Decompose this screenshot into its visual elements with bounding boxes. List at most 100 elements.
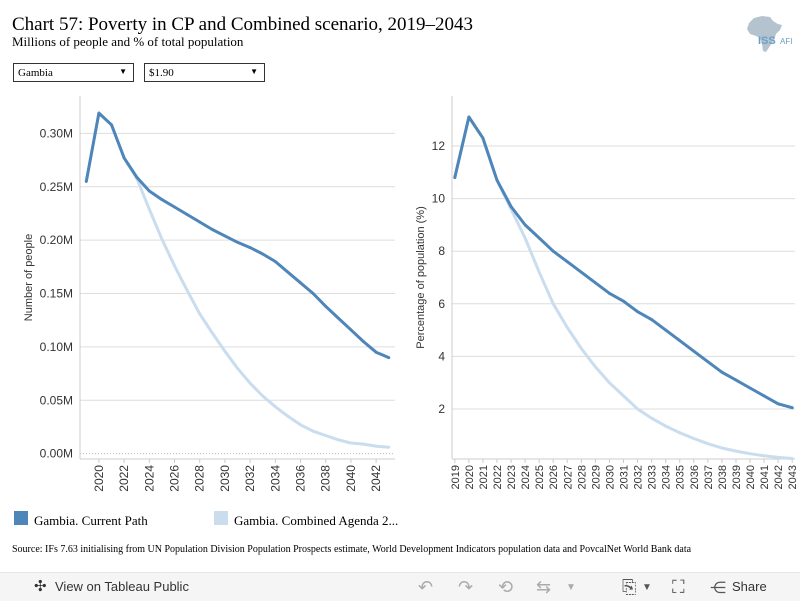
data-point-combined (336, 438, 340, 442)
data-point-current-path (286, 270, 290, 274)
data-point-combined (762, 454, 766, 458)
data-point-combined (790, 457, 794, 460)
legend-label: Gambia. Current Path (34, 513, 148, 528)
x-tick-label: 2032 (243, 465, 257, 492)
x-tick-label: 2022 (117, 465, 131, 492)
x-tick-label: 2040 (344, 465, 358, 492)
data-point-combined (678, 431, 682, 435)
x-tick-label: 2035 (675, 465, 687, 489)
refresh-dropdown-icon[interactable]: ▼ (566, 582, 576, 593)
download-icon[interactable]: ⎘ (622, 577, 637, 597)
data-point-current-path (762, 394, 766, 398)
data-point-combined (551, 302, 555, 306)
data-point-current-path (467, 115, 471, 119)
data-point-combined (299, 423, 302, 427)
y-tick-label: 0.15M (40, 287, 73, 301)
view-on-tableau-link[interactable]: View on Tableau Public (55, 579, 189, 594)
series-line-current-path (84, 111, 391, 360)
data-point-current-path (223, 234, 227, 238)
data-point-current-path (481, 136, 485, 140)
x-tick-label: 2036 (294, 465, 308, 492)
data-point-combined (236, 366, 239, 370)
data-point-current-path (160, 198, 164, 201)
y-tick-label: 10 (432, 192, 446, 206)
x-tick-label: 2023 (506, 465, 518, 489)
y-axis-title: Percentage of population (%) (415, 206, 427, 348)
y-tick-label: 2 (438, 402, 445, 416)
legend-item-current-path[interactable]: Gambia. Current Path (14, 508, 204, 528)
data-point-current-path (185, 213, 189, 216)
tableau-toolbar: ✣ View on Tableau Public ↶ ↷ ⟲ ⇆ ▼ ⎘ ▼ ⛶… (0, 572, 800, 601)
data-point-combined (664, 424, 668, 428)
data-point-combined (374, 444, 378, 448)
data-point-current-path (336, 316, 340, 320)
data-point-current-path (135, 175, 139, 179)
data-point-combined (776, 456, 780, 459)
chart-subtitle: Millions of people and % of total popula… (12, 34, 244, 49)
series-line-combined (84, 111, 391, 449)
data-point-current-path (579, 270, 583, 274)
data-point-current-path (720, 370, 724, 374)
x-tick-label: 2025 (534, 465, 546, 489)
x-tick-label: 2038 (717, 465, 729, 489)
data-point-combined (324, 434, 328, 437)
data-point-combined (311, 429, 315, 433)
fullscreen-icon[interactable]: ⛶ (672, 577, 685, 597)
poverty-line-filter-dropdown[interactable]: $1.90 ▼ (144, 63, 265, 82)
legend-item-combined[interactable]: Gambia. Combined Agenda 2... (214, 508, 410, 528)
x-tick-label: 2037 (703, 465, 715, 489)
y-tick-label: 8 (438, 244, 445, 258)
data-point-current-path (236, 240, 239, 244)
y-tick-label: 0.05M (40, 393, 73, 407)
data-point-combined (622, 394, 625, 398)
data-point-current-path (324, 304, 328, 308)
data-point-combined (286, 414, 290, 418)
data-point-current-path (210, 228, 214, 231)
data-point-current-path (311, 292, 315, 295)
iss-africa-logo: ISS AFI (747, 16, 792, 52)
x-tick-label: 2030 (604, 465, 616, 489)
data-point-combined (261, 394, 265, 398)
x-tick-label: 2040 (745, 465, 757, 489)
data-point-current-path (678, 339, 682, 343)
data-point-current-path (173, 205, 176, 209)
refresh-icon[interactable]: ⇆ (536, 577, 552, 597)
africa-map-icon (747, 16, 782, 52)
data-point-combined (579, 347, 583, 350)
poverty-line-filter-value: $1.90 (149, 67, 174, 79)
data-point-combined (349, 441, 353, 445)
undo-icon[interactable]: ↶ (418, 577, 434, 597)
x-tick-label: 2028 (576, 465, 588, 489)
logo-suffix: AFI (780, 37, 792, 46)
x-tick-label: 2024 (142, 465, 156, 492)
data-point-current-path (551, 249, 555, 253)
country-filter-dropdown[interactable]: Gambia ▼ (13, 63, 134, 82)
logo-text: ISS (758, 35, 776, 47)
data-point-combined (160, 237, 164, 241)
data-point-combined (387, 445, 391, 449)
data-point-current-path (110, 123, 113, 127)
redo-icon[interactable]: ↷ (458, 577, 474, 597)
legend-swatch (14, 511, 28, 525)
data-point-current-path (776, 402, 780, 406)
revert-icon[interactable]: ⟲ (498, 577, 514, 597)
data-point-combined (593, 365, 597, 369)
data-point-combined (223, 349, 227, 353)
x-tick-label: 2026 (548, 465, 560, 489)
data-point-combined (273, 405, 277, 409)
x-tick-label: 2031 (619, 465, 631, 489)
x-tick-label: 2024 (520, 465, 532, 489)
data-point-current-path (122, 156, 126, 160)
data-point-current-path (299, 281, 302, 285)
x-tick-label: 2032 (633, 465, 645, 489)
data-point-current-path (261, 252, 265, 256)
y-tick-label: 6 (438, 297, 445, 311)
x-tick-label: 2036 (689, 465, 701, 489)
x-tick-label: 2039 (731, 465, 743, 489)
x-tick-label: 2022 (492, 465, 504, 489)
data-point-current-path (387, 356, 391, 359)
download-dropdown-icon[interactable]: ▼ (642, 582, 652, 593)
x-tick-label: 2030 (218, 465, 232, 492)
share-button[interactable]: Share (732, 579, 767, 594)
share-icon[interactable]: ⋲ (710, 580, 726, 597)
